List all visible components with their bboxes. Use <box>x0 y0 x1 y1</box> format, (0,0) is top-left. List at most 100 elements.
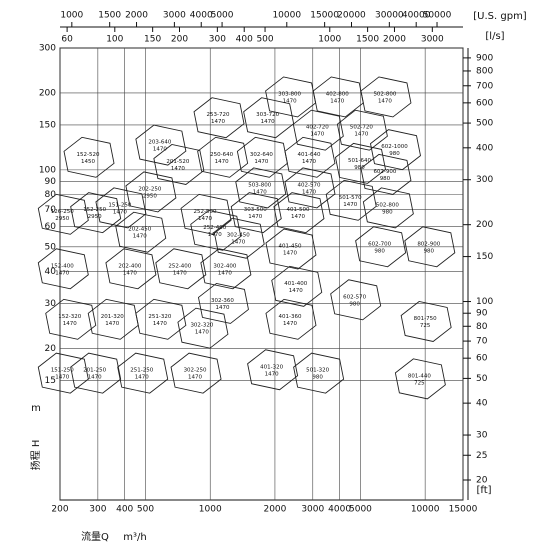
pump-range <box>135 124 187 166</box>
pump-range <box>335 142 387 184</box>
x-tick-label: 400 <box>116 505 133 515</box>
x3-tick-label: 150 <box>144 35 161 45</box>
pump-range <box>336 109 388 151</box>
pump-model: 202-450 <box>128 227 151 233</box>
y2-tick-label: 700 <box>476 81 493 91</box>
pump-rpm: 1470 <box>123 270 137 276</box>
pump-rpm: 725 <box>414 380 425 386</box>
x3-tick-label: 100 <box>106 35 123 45</box>
pump-range <box>115 211 167 253</box>
x3-unit: [l/s] <box>485 31 504 42</box>
pump-rpm: 1470 <box>173 270 187 276</box>
pump-rpm: 1470 <box>302 159 316 165</box>
y2-tick-label: 500 <box>476 119 493 129</box>
pump-range <box>95 187 147 229</box>
pump-range <box>197 136 249 178</box>
pump-model: 602-1000 <box>381 144 408 150</box>
x3-tick-label: 3000 <box>421 35 444 45</box>
pump-rpm: 1470 <box>354 132 368 138</box>
x-tick-label: 15000 <box>449 505 478 515</box>
x2-tick-label: 30000 <box>375 11 404 21</box>
pump-range <box>200 248 252 290</box>
pump-model: 302-320 <box>190 323 213 329</box>
pump-rpm: 1470 <box>55 375 69 381</box>
y-tick-label: 150 <box>39 120 56 130</box>
pump-model: 401-400 <box>284 281 307 287</box>
x2-tick-label: 50000 <box>423 11 452 21</box>
pump-model: 303-500 <box>244 207 267 213</box>
pump-rpm: 980 <box>312 375 323 381</box>
pump-model: 302-640 <box>250 152 273 158</box>
pump-rpm: 1470 <box>343 202 357 208</box>
pump-range <box>292 109 344 151</box>
pump-model: 201-320 <box>101 314 124 320</box>
pump-model: 602-700 <box>368 241 391 247</box>
x2-tick-label: 40000 <box>402 11 431 21</box>
pump-model: 250-640 <box>210 152 233 158</box>
pump-model: 202-250 <box>138 186 161 192</box>
pump-model: 201-250 <box>83 368 106 374</box>
pump-range <box>117 352 169 394</box>
pump-model: 401-360 <box>278 314 301 320</box>
pump-rpm: 1450 <box>81 159 95 165</box>
pump-range <box>190 209 242 251</box>
pump-rpm: 1470 <box>135 375 149 381</box>
x3-tick-label: 300 <box>209 35 226 45</box>
pump-rpm: 1470 <box>215 159 229 165</box>
y2-tick-label: 90 <box>476 309 488 319</box>
y2-tick-label: 40 <box>476 399 488 409</box>
x3-tick-label: 500 <box>256 35 273 45</box>
y2-tick-label: 400 <box>476 143 493 153</box>
pump-rpm: 1470 <box>378 98 392 104</box>
pump-range <box>125 171 177 213</box>
x-unit: m³/h <box>123 532 146 543</box>
pump-rpm: 980 <box>349 301 360 307</box>
y2-tick-label: 60 <box>476 354 488 364</box>
y-tick-label: 50 <box>45 242 57 252</box>
pump-range <box>284 167 336 209</box>
pump-model: 251-320 <box>148 314 171 320</box>
pump-model: 252-400 <box>168 263 191 269</box>
pump-rpm: 1470 <box>289 288 303 294</box>
pump-range <box>37 193 89 235</box>
y-tick-label: 80 <box>45 190 57 200</box>
pump-rpm: 1470 <box>188 375 202 381</box>
pump-rpm: 1470 <box>113 209 127 215</box>
pump-model: 801-750 <box>414 316 437 322</box>
pump-range <box>400 300 452 342</box>
x-tick-label: 10000 <box>411 505 440 515</box>
pump-model: 602-570 <box>343 294 366 300</box>
pump-model: 302-450 <box>227 233 250 239</box>
pump-rpm: 1470 <box>198 216 212 222</box>
pump-range <box>394 358 446 400</box>
pump-range <box>330 279 382 321</box>
x2-tick-label: 1500 <box>98 11 121 21</box>
y-unit: m <box>31 403 41 414</box>
pump-rpm: 1470 <box>253 189 267 195</box>
pump-range <box>213 217 265 259</box>
y-tick-label: 100 <box>39 165 56 175</box>
pump-model: 126-250 <box>51 209 74 215</box>
y2-tick-label: 900 <box>476 53 493 63</box>
y-tick-label: 300 <box>39 44 56 54</box>
pump-range <box>404 226 456 268</box>
y2-tick-label: 100 <box>476 297 493 307</box>
y-tick-label: 60 <box>45 222 57 232</box>
y-tick-label: 200 <box>39 88 56 98</box>
x2-tick-label: 4000 <box>190 11 213 21</box>
y2-tick-label: 20 <box>476 476 488 486</box>
pump-rpm: 1470 <box>218 270 232 276</box>
x-tick-label: 500 <box>137 505 154 515</box>
pump-range <box>177 307 229 349</box>
y-tick-label: 15 <box>45 376 56 386</box>
pump-rpm: 1470 <box>105 321 119 327</box>
x2-tick-label: 20000 <box>337 11 366 21</box>
pump-model: 801-440 <box>408 373 431 379</box>
x3-tick-label: 1000 <box>318 35 341 45</box>
pump-rpm: 1470 <box>231 240 245 246</box>
pump-rpm: 1470 <box>254 159 268 165</box>
pump-range <box>170 352 222 394</box>
x3-tick-label: 400 <box>236 35 253 45</box>
x3-tick-label: 1500 <box>356 35 379 45</box>
